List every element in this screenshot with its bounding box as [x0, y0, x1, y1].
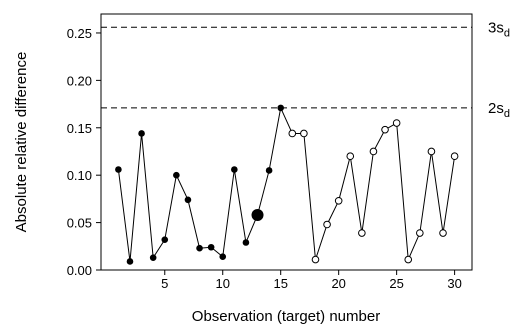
- data-points: [115, 104, 459, 265]
- data-point-filled: [242, 239, 250, 246]
- x-tick-label: 25: [389, 276, 403, 291]
- x-axis-label: Observation (target) number: [192, 308, 380, 325]
- data-point-filled: [184, 196, 192, 204]
- data-point-open: [300, 129, 308, 138]
- data-point-open: [358, 229, 366, 237]
- reference-lines: [101, 26, 472, 109]
- data-point-filled: [173, 171, 180, 179]
- data-point-open: [381, 125, 389, 134]
- data-point-filled: [149, 254, 157, 261]
- x-tick-label: 15: [273, 276, 287, 291]
- data-point-filled: [277, 104, 285, 112]
- y-tick-label: 0.05: [67, 216, 92, 231]
- y-tick-label: 0.00: [67, 263, 92, 278]
- data-point-open: [450, 152, 459, 161]
- data-point-open: [311, 255, 320, 264]
- data-point-open: [369, 147, 378, 156]
- data-point-filled: [207, 243, 215, 251]
- data-point-open: [346, 152, 355, 161]
- data-point-open: [392, 119, 401, 127]
- reference-labels: 3sd 2sd: [488, 19, 510, 120]
- series-line: [117, 106, 456, 262]
- data-point-open: [404, 255, 413, 264]
- data-point-open: [416, 229, 424, 237]
- data-point-filled: [231, 166, 238, 173]
- data-point-open: [427, 147, 436, 156]
- data-point-highlighted: [251, 209, 264, 222]
- data-point-filled: [196, 244, 203, 252]
- data-point-filled: [265, 167, 273, 174]
- data-point-filled: [138, 130, 145, 137]
- series-line-group: [117, 106, 456, 262]
- data-point-open: [288, 129, 297, 138]
- data-point-open: [439, 229, 447, 237]
- y-tick-label: 0.25: [67, 26, 92, 41]
- y-axis-label: Absolute relative difference: [13, 52, 30, 233]
- y-axis: 0.00 0.05 0.10 0.15 0.20 0.25: [67, 26, 101, 278]
- x-tick-label: 20: [331, 276, 345, 291]
- reference-line-label-1: 3sd: [488, 19, 510, 39]
- x-tick-label: 10: [216, 276, 230, 291]
- y-tick-label: 0.20: [67, 73, 92, 88]
- data-point-filled: [126, 258, 134, 265]
- data-point-filled: [161, 236, 169, 243]
- data-point-filled: [219, 253, 227, 261]
- x-tick-label: 5: [161, 276, 168, 291]
- data-point-open: [334, 196, 343, 205]
- x-tick-label: 30: [447, 276, 461, 291]
- plot-area: [100, 13, 473, 271]
- x-axis: 5 10 15 20 25 30: [161, 270, 462, 291]
- y-tick-label: 0.10: [67, 168, 92, 183]
- data-point-filled: [115, 166, 122, 173]
- reference-line-label-2: 2sd: [488, 100, 510, 120]
- data-point-open: [323, 220, 331, 229]
- y-tick-label: 0.15: [67, 121, 92, 136]
